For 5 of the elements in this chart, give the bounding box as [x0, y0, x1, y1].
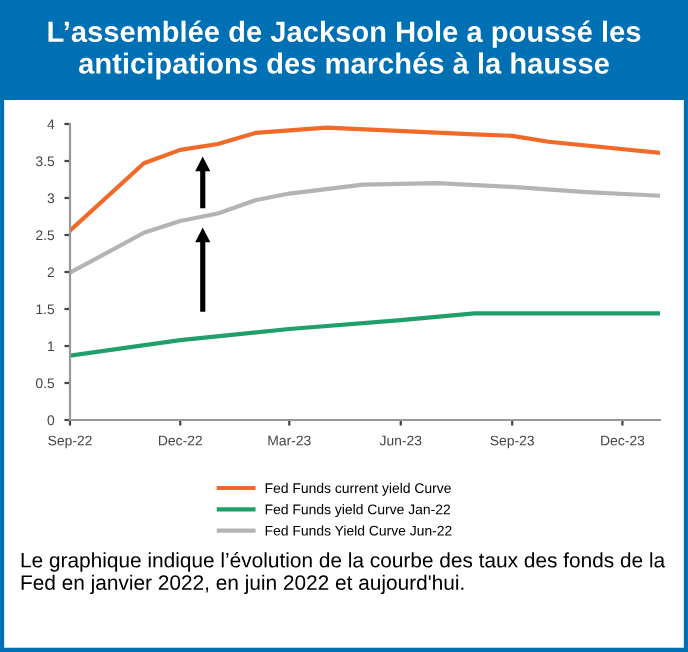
line-series	[70, 181, 660, 275]
line-series	[70, 311, 660, 358]
line-series	[70, 125, 660, 233]
chart-title: L’assemblée de Jackson Hole a poussé les anticipations des marchés à la hausse	[48, 20, 641, 80]
text: Le graphique indique l’évolution de la courbe des taux des fonds de la Fed en janvier 2022, en juin 2022 et aujourd'hui.	[21, 552, 666, 595]
